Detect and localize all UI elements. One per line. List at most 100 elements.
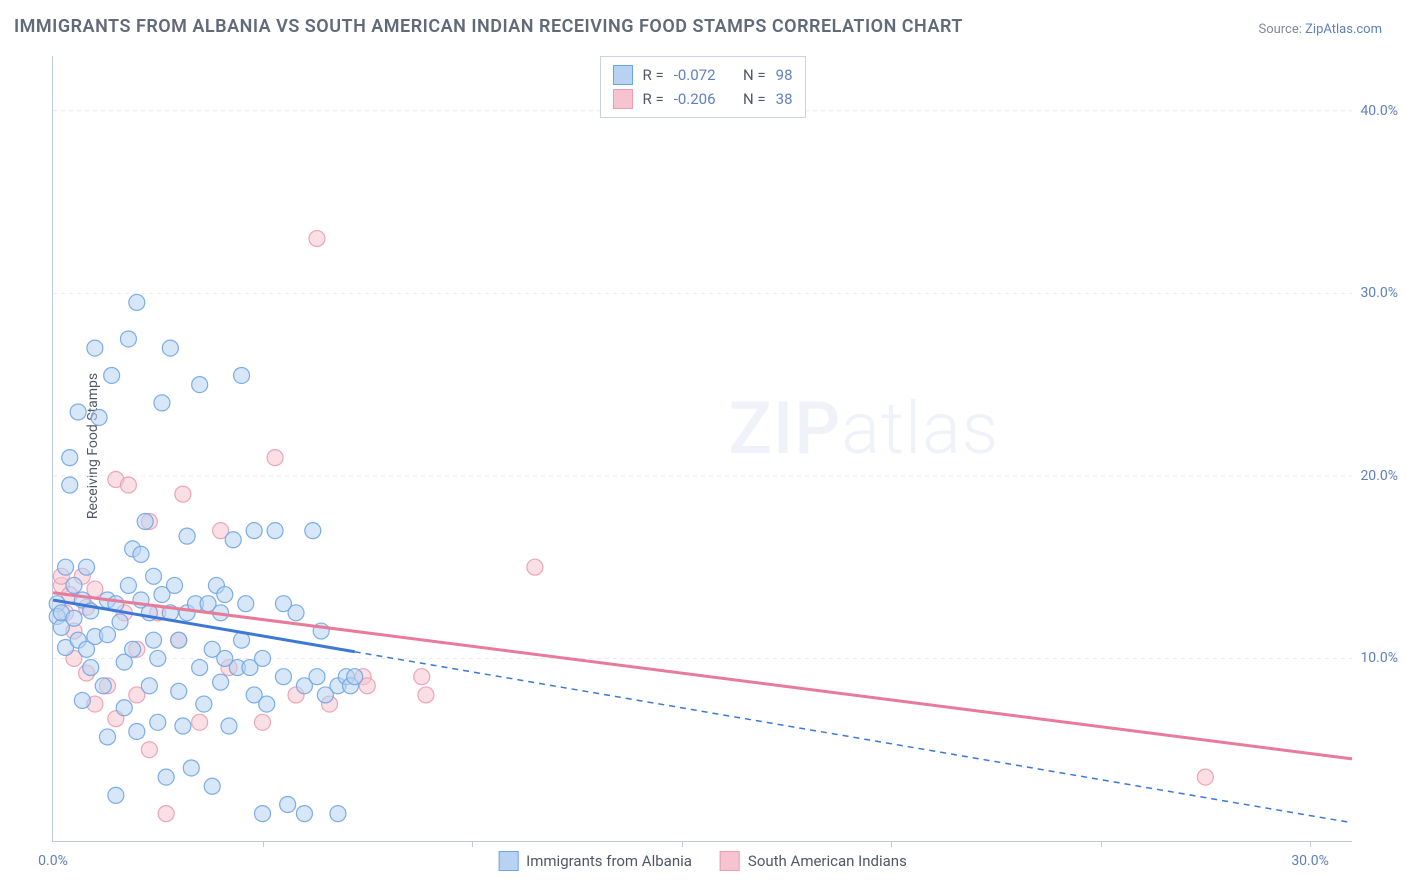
scatter-point-series1 [330,806,346,822]
scatter-point-series1 [66,577,82,593]
scatter-point-series2 [309,231,325,247]
y-tick-label: 20.0% [1354,468,1398,484]
scatter-point-series1 [150,650,166,666]
scatter-point-series1 [234,367,250,383]
source-attribution: Source: ZipAtlas.com [1258,22,1382,37]
series-legend-label: Immigrants from Albania [526,852,692,870]
scatter-point-series2 [414,669,430,685]
scatter-point-series1 [217,650,233,666]
scatter-point-series1 [62,477,78,493]
x-tick-mark [682,841,683,847]
series-legend-label: South American Indians [748,852,907,870]
scatter-point-series1 [108,787,124,803]
scatter-point-series1 [120,331,136,347]
scatter-point-series1 [246,523,262,539]
scatter-point-series1 [175,718,191,734]
scatter-point-series2 [141,742,157,758]
scatter-point-series1 [217,587,233,603]
chart-svg [53,56,1352,841]
scatter-point-series1 [62,450,78,466]
scatter-point-series2 [87,581,103,597]
correlation-legend: R = -0.072 N = 98 R = -0.206 N = 38 [599,56,805,118]
r-label: R = [642,63,663,87]
scatter-point-series1 [196,696,212,712]
scatter-point-series1 [120,577,136,593]
regression-line-series1-dashed [355,652,1352,823]
scatter-point-series1 [255,650,271,666]
n-label: N = [743,63,766,87]
scatter-point-series1 [305,523,321,539]
scatter-point-series1 [95,678,111,694]
legend-swatch [612,65,632,85]
series-legend-item: South American Indians [720,851,907,871]
scatter-point-series2 [1197,769,1213,785]
scatter-point-series1 [192,377,208,393]
r-value: -0.206 [674,87,716,111]
scatter-point-series2 [158,806,174,822]
scatter-point-series1 [296,806,312,822]
chart-title: IMMIGRANTS FROM ALBANIA VS SOUTH AMERICA… [14,16,963,37]
scatter-point-series1 [87,340,103,356]
legend-swatch [498,851,518,871]
scatter-point-series2 [120,477,136,493]
source-link[interactable]: ZipAtlas.com [1305,22,1382,37]
scatter-point-series1 [238,596,254,612]
scatter-point-series1 [74,692,90,708]
scatter-point-series1 [79,559,95,575]
scatter-point-series1 [112,614,128,630]
scatter-point-series1 [221,718,237,734]
scatter-point-series1 [255,806,271,822]
series-legend: Immigrants from Albania South American I… [498,851,907,871]
scatter-point-series1 [146,632,162,648]
n-label: N = [743,87,766,111]
x-tick-mark [1101,841,1102,847]
scatter-point-series1 [213,674,229,690]
scatter-point-series1 [158,769,174,785]
scatter-point-series2 [192,714,208,730]
scatter-point-series1 [171,683,187,699]
y-tick-label: 10.0% [1354,650,1398,666]
scatter-point-series1 [280,796,296,812]
n-value: 38 [776,87,793,111]
series-legend-item: Immigrants from Albania [498,851,692,871]
x-tick-mark [263,841,264,847]
scatter-point-series1 [179,528,195,544]
n-value: 98 [776,63,793,87]
scatter-point-series1 [83,660,99,676]
scatter-point-series1 [162,340,178,356]
scatter-point-series1 [129,294,145,310]
y-tick-label: 30.0% [1354,285,1398,301]
scatter-point-series1 [91,409,107,425]
scatter-point-series1 [125,641,141,657]
correlation-legend-row: R = -0.072 N = 98 [612,63,792,87]
source-prefix: Source: [1258,22,1305,37]
scatter-point-series1 [275,669,291,685]
r-value: -0.072 [674,63,716,87]
scatter-point-series2 [255,714,271,730]
scatter-point-series1 [70,404,86,420]
x-tick-mark [891,841,892,847]
scatter-point-series1 [150,714,166,730]
scatter-point-series1 [58,559,74,575]
legend-swatch [720,851,740,871]
scatter-point-series1 [309,669,325,685]
scatter-point-series1 [141,678,157,694]
scatter-point-series1 [167,577,183,593]
scatter-point-series1 [204,778,220,794]
scatter-point-series1 [347,669,363,685]
x-tick-mark [472,841,473,847]
legend-swatch [612,89,632,109]
scatter-point-series1 [225,532,241,548]
plot-area: ZIPatlas R = -0.072 N = 98 R = -0.206 N … [52,56,1352,842]
y-tick-label: 40.0% [1354,103,1398,119]
scatter-point-series1 [99,729,115,745]
scatter-point-series2 [267,450,283,466]
scatter-point-series1 [137,514,153,530]
scatter-point-series1 [171,632,187,648]
scatter-point-series1 [133,546,149,562]
r-label: R = [642,87,663,111]
x-tick-mark [1310,841,1311,847]
scatter-point-series1 [288,605,304,621]
scatter-point-series1 [267,523,283,539]
scatter-point-series1 [99,627,115,643]
